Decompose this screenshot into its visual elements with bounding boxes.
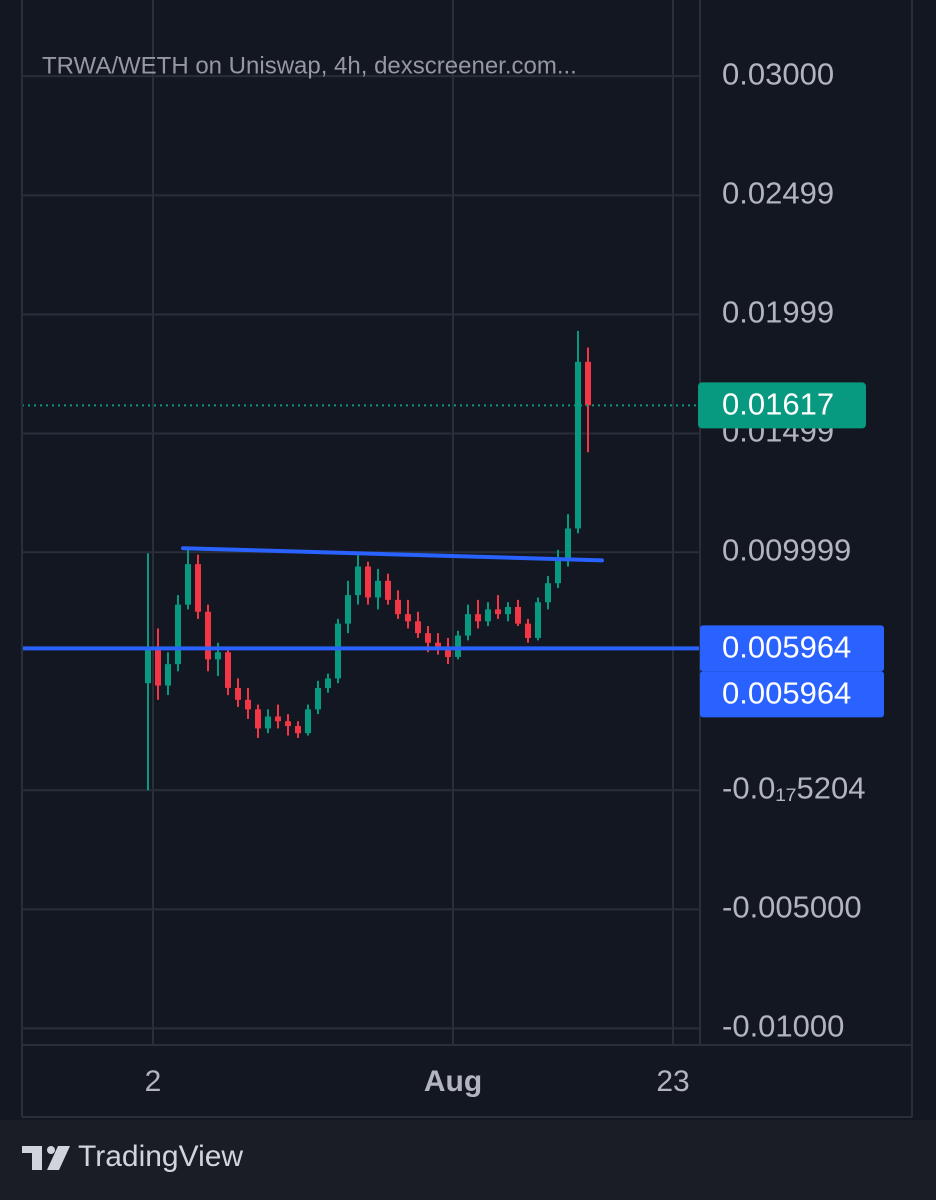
candle-body <box>395 599 401 615</box>
candle-body <box>385 580 391 600</box>
current-price-badge <box>698 382 866 429</box>
y-tick-label: -0.01000 <box>722 1009 844 1044</box>
level-label: 0.005964 <box>722 676 851 711</box>
logo-part <box>47 1146 70 1170</box>
footer <box>0 1120 936 1200</box>
logo-part <box>47 1146 55 1154</box>
candle-body <box>215 652 221 660</box>
x-tick-label: 2 <box>145 1065 162 1098</box>
x-tick-label: 23 <box>656 1065 689 1098</box>
candle-body <box>185 564 191 605</box>
candle-body <box>565 528 571 560</box>
candle-body <box>235 687 241 700</box>
candle-body <box>285 721 291 727</box>
candle-body <box>375 580 381 598</box>
brand: TradingView <box>78 1140 243 1173</box>
candle-body <box>365 566 371 598</box>
candle-body <box>335 623 341 679</box>
y-tick-label: 0.03000 <box>722 56 834 91</box>
candle-body <box>415 621 421 634</box>
candle-body <box>255 709 261 729</box>
logo-part <box>32 1146 42 1170</box>
candle-body <box>275 716 281 722</box>
candle-body <box>405 614 411 622</box>
y-tick-label: 0.009999 <box>722 532 851 567</box>
candle-body <box>545 583 551 603</box>
candle-body <box>165 664 171 686</box>
candle-body <box>495 609 501 615</box>
trend-line <box>181 546 604 563</box>
candle-body <box>575 361 581 529</box>
candle-body <box>525 623 531 638</box>
level-label: 0.005964 <box>722 630 851 665</box>
candle-body <box>225 652 231 688</box>
tradingview-logo <box>22 1146 70 1170</box>
candle-body <box>435 642 441 650</box>
candle-body <box>265 716 271 729</box>
candle-body <box>205 611 211 660</box>
level-badge <box>700 671 884 718</box>
candle-body <box>425 633 431 643</box>
candle-body <box>485 609 491 622</box>
y-tick-label: 0.01999 <box>722 295 834 330</box>
candle-body <box>585 361 591 406</box>
candle-body <box>345 595 351 624</box>
y-tick-label: -0.0₁₇5204 <box>722 770 866 805</box>
plot-layer <box>22 0 700 1045</box>
candle-body <box>535 602 541 638</box>
candle-body <box>155 647 161 686</box>
candle-body <box>455 635 461 657</box>
candle-body <box>145 647 151 684</box>
x-tick-label: Aug <box>424 1065 482 1098</box>
candle-body <box>325 678 331 688</box>
candle-body <box>175 604 181 665</box>
candle-body <box>195 564 201 612</box>
candle-body <box>475 614 481 622</box>
candle-body <box>465 614 471 636</box>
candle-body <box>505 607 511 615</box>
candle-body <box>355 566 361 596</box>
current-price-label: 0.01617 <box>722 387 834 422</box>
candle-body <box>445 649 451 657</box>
candle-body <box>555 559 561 584</box>
candle-body <box>515 607 521 624</box>
candle-body <box>305 709 311 734</box>
candle-body <box>315 687 321 710</box>
y-tick-label: -0.005000 <box>722 890 862 925</box>
candle-body <box>295 726 301 734</box>
chart-title: TRWA/WETH on Uniswap, 4h, dexscreener.co… <box>42 52 577 79</box>
level-badge <box>700 625 884 672</box>
candle-body <box>245 699 251 710</box>
y-tick-label: 0.02499 <box>722 176 834 211</box>
